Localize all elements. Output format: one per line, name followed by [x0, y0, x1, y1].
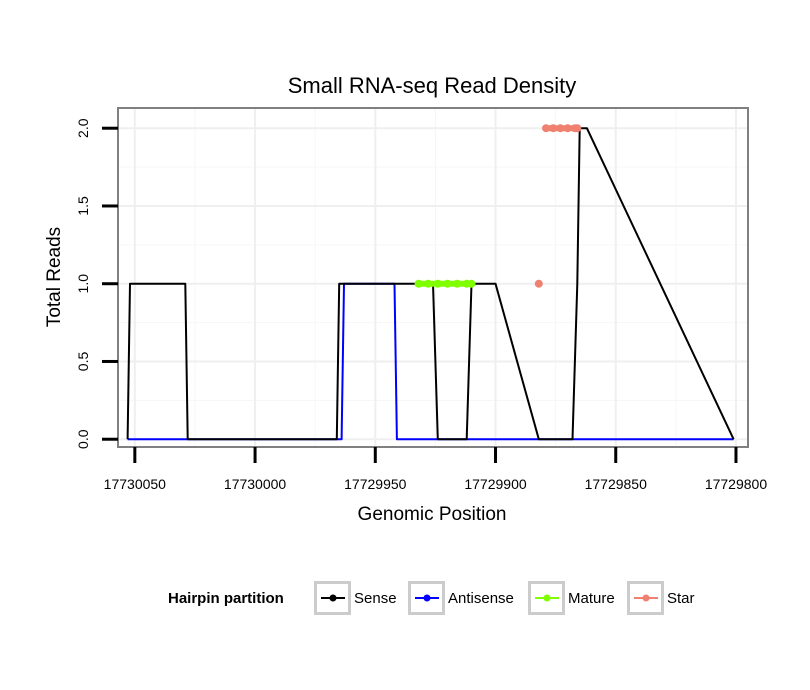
legend-label-sense: Sense [354, 590, 397, 607]
legend-label-mature: Mature [568, 590, 615, 607]
legend-label-star: Star [667, 590, 695, 607]
star-point [563, 124, 572, 133]
star-point [549, 124, 558, 133]
legend-item-mature: Mature [528, 581, 615, 615]
legend-title: Hairpin partition [168, 590, 284, 607]
x-tick-label: 17730050 [104, 476, 167, 492]
sense-line [126, 127, 735, 441]
mature-point [414, 279, 423, 288]
series-mature [414, 279, 476, 288]
y-axis: 0.0 0.5 1.0 1.5 2.0 [75, 118, 118, 449]
legend-label-antisense: Antisense [448, 590, 514, 607]
y-tick-label: 1.5 [75, 196, 91, 216]
series-layer [126, 124, 735, 441]
plot-panel [118, 108, 748, 447]
legend-key-point-antisense [423, 594, 431, 602]
plot-border [117, 107, 749, 448]
x-tick-label: 17729900 [464, 476, 527, 492]
x-tick-label: 17729950 [344, 476, 407, 492]
y-tick-label: 0.0 [75, 429, 91, 449]
series-antisense [127, 282, 734, 441]
x-tick-label: 17729850 [585, 476, 648, 492]
legend: Hairpin partition Sense Antisense Mature St… [168, 581, 695, 615]
star-point [534, 279, 543, 288]
y-tick-label: 1.0 [75, 274, 91, 294]
x-axis-title: Genomic Position [358, 504, 507, 525]
legend-item-star: Star [627, 581, 695, 615]
legend-key-point-sense [329, 594, 337, 602]
star-point [542, 124, 551, 133]
chart-title: Small RNA-seq Read Density [288, 73, 577, 98]
series-star [534, 124, 582, 288]
legend-item-sense: Sense [314, 581, 397, 615]
mature-point [467, 279, 476, 288]
star-point [556, 124, 565, 133]
y-tick-label: 0.5 [75, 352, 91, 372]
y-axis-title: Total Reads [44, 227, 65, 327]
legend-key-point-mature [543, 594, 551, 602]
antisense-line [127, 282, 734, 441]
x-axis: 17730050 17730000 17729950 17729900 17729850… [104, 447, 768, 492]
series-sense [126, 127, 735, 441]
mature-point [433, 279, 442, 288]
y-tick-label: 2.0 [75, 118, 91, 138]
x-tick-label: 17729800 [705, 476, 768, 492]
star-point [573, 124, 582, 133]
mature-point [453, 279, 462, 288]
mature-point [443, 279, 452, 288]
legend-item-antisense: Antisense [408, 581, 514, 615]
x-tick-label: 17730000 [224, 476, 287, 492]
mature-point [424, 279, 433, 288]
legend-key-point-star [642, 594, 650, 602]
